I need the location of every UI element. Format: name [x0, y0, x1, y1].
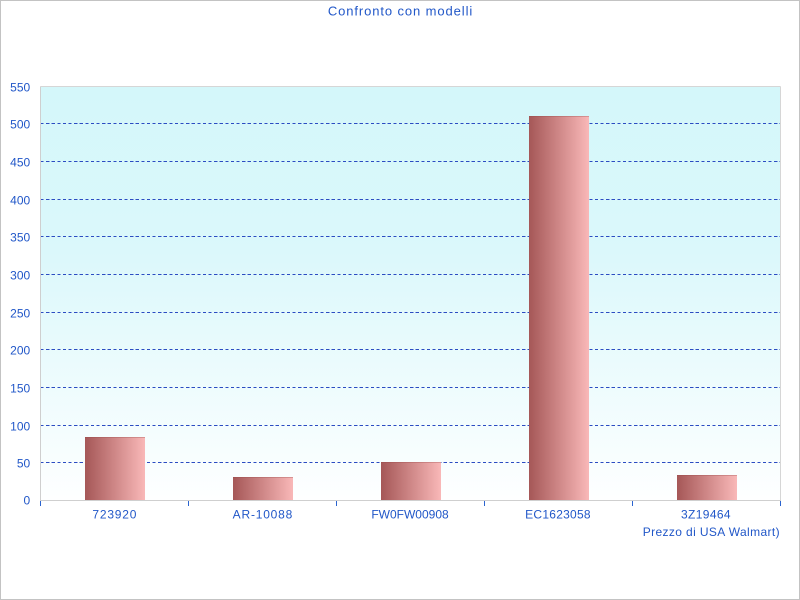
- svg-text:50: 50: [17, 456, 31, 470]
- svg-text:500: 500: [10, 117, 30, 131]
- svg-text:250: 250: [10, 306, 30, 320]
- svg-text:AR-10088: AR-10088: [233, 507, 293, 521]
- svg-text:350: 350: [10, 230, 30, 244]
- svg-text:Prezzo di USA Walmart): Prezzo di USA Walmart): [643, 525, 780, 539]
- svg-text:100: 100: [10, 419, 30, 433]
- svg-text:300: 300: [10, 268, 30, 282]
- svg-text:FW0FW00908: FW0FW00908: [371, 507, 449, 521]
- svg-text:400: 400: [10, 193, 30, 207]
- svg-text:Confronto con modelli: Confronto con modelli: [328, 4, 473, 19]
- svg-text:0: 0: [24, 493, 31, 507]
- svg-text:550: 550: [10, 80, 30, 94]
- svg-text:200: 200: [10, 343, 30, 357]
- svg-text:EC1623058: EC1623058: [525, 507, 591, 521]
- svg-text:3Z19464: 3Z19464: [681, 507, 731, 521]
- svg-text:723920: 723920: [92, 507, 137, 521]
- svg-text:150: 150: [10, 381, 30, 395]
- svg-text:450: 450: [10, 155, 30, 169]
